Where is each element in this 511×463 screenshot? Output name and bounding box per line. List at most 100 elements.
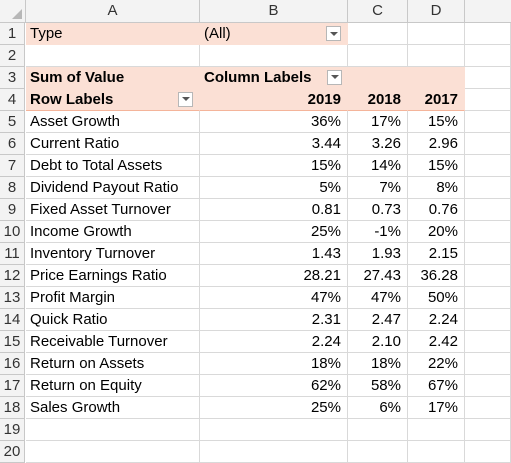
value-cell-2017[interactable]: 15%: [408, 111, 465, 133]
value-cell-2017[interactable]: 67%: [408, 375, 465, 397]
value-cell-2017[interactable]: 22%: [408, 353, 465, 375]
value-cell-2019[interactable]: 25%: [200, 397, 348, 419]
value-cell-2019[interactable]: 5%: [200, 177, 348, 199]
value-cell-2018[interactable]: 58%: [348, 375, 408, 397]
row-label-cell[interactable]: Fixed Asset Turnover: [26, 199, 200, 221]
value-cell-2018[interactable]: 6%: [348, 397, 408, 419]
pivot-column-labels[interactable]: Column Labels: [200, 67, 348, 89]
row-label-cell[interactable]: Quick Ratio: [26, 309, 200, 331]
year-header-2019[interactable]: 2019: [200, 89, 348, 111]
value-cell-2018[interactable]: 1.93: [348, 243, 408, 265]
row-label-cell[interactable]: Profit Margin: [26, 287, 200, 309]
row-header[interactable]: 2: [0, 45, 25, 67]
value-cell-2017[interactable]: 15%: [408, 155, 465, 177]
empty-cell[interactable]: [465, 331, 511, 353]
empty-cell[interactable]: [348, 23, 408, 45]
value-cell-2018[interactable]: 3.26: [348, 133, 408, 155]
value-cell-2017[interactable]: 36.28: [408, 265, 465, 287]
column-header-d[interactable]: D: [408, 0, 465, 22]
pivot-row-labels[interactable]: Row Labels: [26, 89, 200, 111]
value-cell-2019[interactable]: 3.44: [200, 133, 348, 155]
row-header[interactable]: 10: [0, 221, 25, 243]
value-cell-2019[interactable]: 62%: [200, 375, 348, 397]
select-all-corner[interactable]: [0, 0, 26, 22]
row-header[interactable]: 18: [0, 397, 25, 419]
empty-cell[interactable]: [26, 45, 200, 67]
column-header-a[interactable]: A: [26, 0, 200, 22]
pivot-header-cell[interactable]: [408, 67, 465, 89]
column-labels-filter-button[interactable]: [327, 70, 342, 85]
empty-cell[interactable]: [200, 419, 348, 441]
row-label-cell[interactable]: Asset Growth: [26, 111, 200, 133]
row-label-cell[interactable]: Income Growth: [26, 221, 200, 243]
value-cell-2018[interactable]: 14%: [348, 155, 408, 177]
empty-cell[interactable]: [465, 111, 511, 133]
empty-cell[interactable]: [408, 45, 465, 67]
row-label-cell[interactable]: Dividend Payout Ratio: [26, 177, 200, 199]
value-cell-2017[interactable]: 2.24: [408, 309, 465, 331]
value-cell-2018[interactable]: 17%: [348, 111, 408, 133]
row-header[interactable]: 11: [0, 243, 25, 265]
value-cell-2019[interactable]: 15%: [200, 155, 348, 177]
empty-cell[interactable]: [465, 375, 511, 397]
value-cell-2019[interactable]: 36%: [200, 111, 348, 133]
row-label-cell[interactable]: Debt to Total Assets: [26, 155, 200, 177]
value-cell-2017[interactable]: 20%: [408, 221, 465, 243]
empty-cell[interactable]: [465, 419, 511, 441]
empty-cell[interactable]: [465, 23, 511, 45]
value-cell-2018[interactable]: 18%: [348, 353, 408, 375]
empty-cell[interactable]: [465, 155, 511, 177]
row-label-cell[interactable]: Return on Assets: [26, 353, 200, 375]
row-header[interactable]: 19: [0, 419, 25, 441]
row-header[interactable]: 8: [0, 177, 25, 199]
value-cell-2017[interactable]: 0.76: [408, 199, 465, 221]
row-header[interactable]: 3: [0, 67, 25, 89]
column-header-b[interactable]: B: [200, 0, 348, 22]
row-label-cell[interactable]: Price Earnings Ratio: [26, 265, 200, 287]
pivot-values-header[interactable]: Sum of Value: [26, 67, 200, 89]
row-header[interactable]: 9: [0, 199, 25, 221]
value-cell-2017[interactable]: 2.42: [408, 331, 465, 353]
empty-cell[interactable]: [465, 243, 511, 265]
value-cell-2018[interactable]: 7%: [348, 177, 408, 199]
row-header[interactable]: 12: [0, 265, 25, 287]
row-labels-filter-button[interactable]: [178, 92, 193, 107]
value-cell-2019[interactable]: 18%: [200, 353, 348, 375]
year-header-2017[interactable]: 2017: [408, 89, 465, 111]
row-header[interactable]: 6: [0, 133, 25, 155]
empty-cell[interactable]: [465, 89, 511, 111]
row-header[interactable]: 17: [0, 375, 25, 397]
empty-cell[interactable]: [465, 177, 511, 199]
row-header[interactable]: 14: [0, 309, 25, 331]
value-cell-2018[interactable]: 2.47: [348, 309, 408, 331]
filter-value[interactable]: (All): [200, 23, 348, 45]
empty-cell[interactable]: [465, 397, 511, 419]
empty-cell[interactable]: [465, 265, 511, 287]
empty-cell[interactable]: [465, 221, 511, 243]
row-header[interactable]: 16: [0, 353, 25, 375]
value-cell-2019[interactable]: 1.43: [200, 243, 348, 265]
value-cell-2019[interactable]: 28.21: [200, 265, 348, 287]
value-cell-2019[interactable]: 0.81: [200, 199, 348, 221]
empty-cell[interactable]: [408, 23, 465, 45]
row-label-cell[interactable]: Receivable Turnover: [26, 331, 200, 353]
empty-cell[interactable]: [465, 199, 511, 221]
empty-cell[interactable]: [465, 67, 511, 89]
row-header[interactable]: 5: [0, 111, 25, 133]
row-label-cell[interactable]: Inventory Turnover: [26, 243, 200, 265]
empty-cell[interactable]: [26, 419, 200, 441]
row-header[interactable]: 15: [0, 331, 25, 353]
filter-dropdown-button[interactable]: [326, 26, 341, 41]
empty-cell[interactable]: [348, 419, 408, 441]
empty-cell[interactable]: [465, 133, 511, 155]
value-cell-2017[interactable]: 2.96: [408, 133, 465, 155]
value-cell-2019[interactable]: 2.31: [200, 309, 348, 331]
year-header-2018[interactable]: 2018: [348, 89, 408, 111]
value-cell-2019[interactable]: 47%: [200, 287, 348, 309]
empty-cell[interactable]: [408, 419, 465, 441]
empty-cell[interactable]: [465, 45, 511, 67]
empty-cell[interactable]: [348, 45, 408, 67]
value-cell-2018[interactable]: 47%: [348, 287, 408, 309]
value-cell-2019[interactable]: 2.24: [200, 331, 348, 353]
row-header[interactable]: 1: [0, 23, 25, 45]
